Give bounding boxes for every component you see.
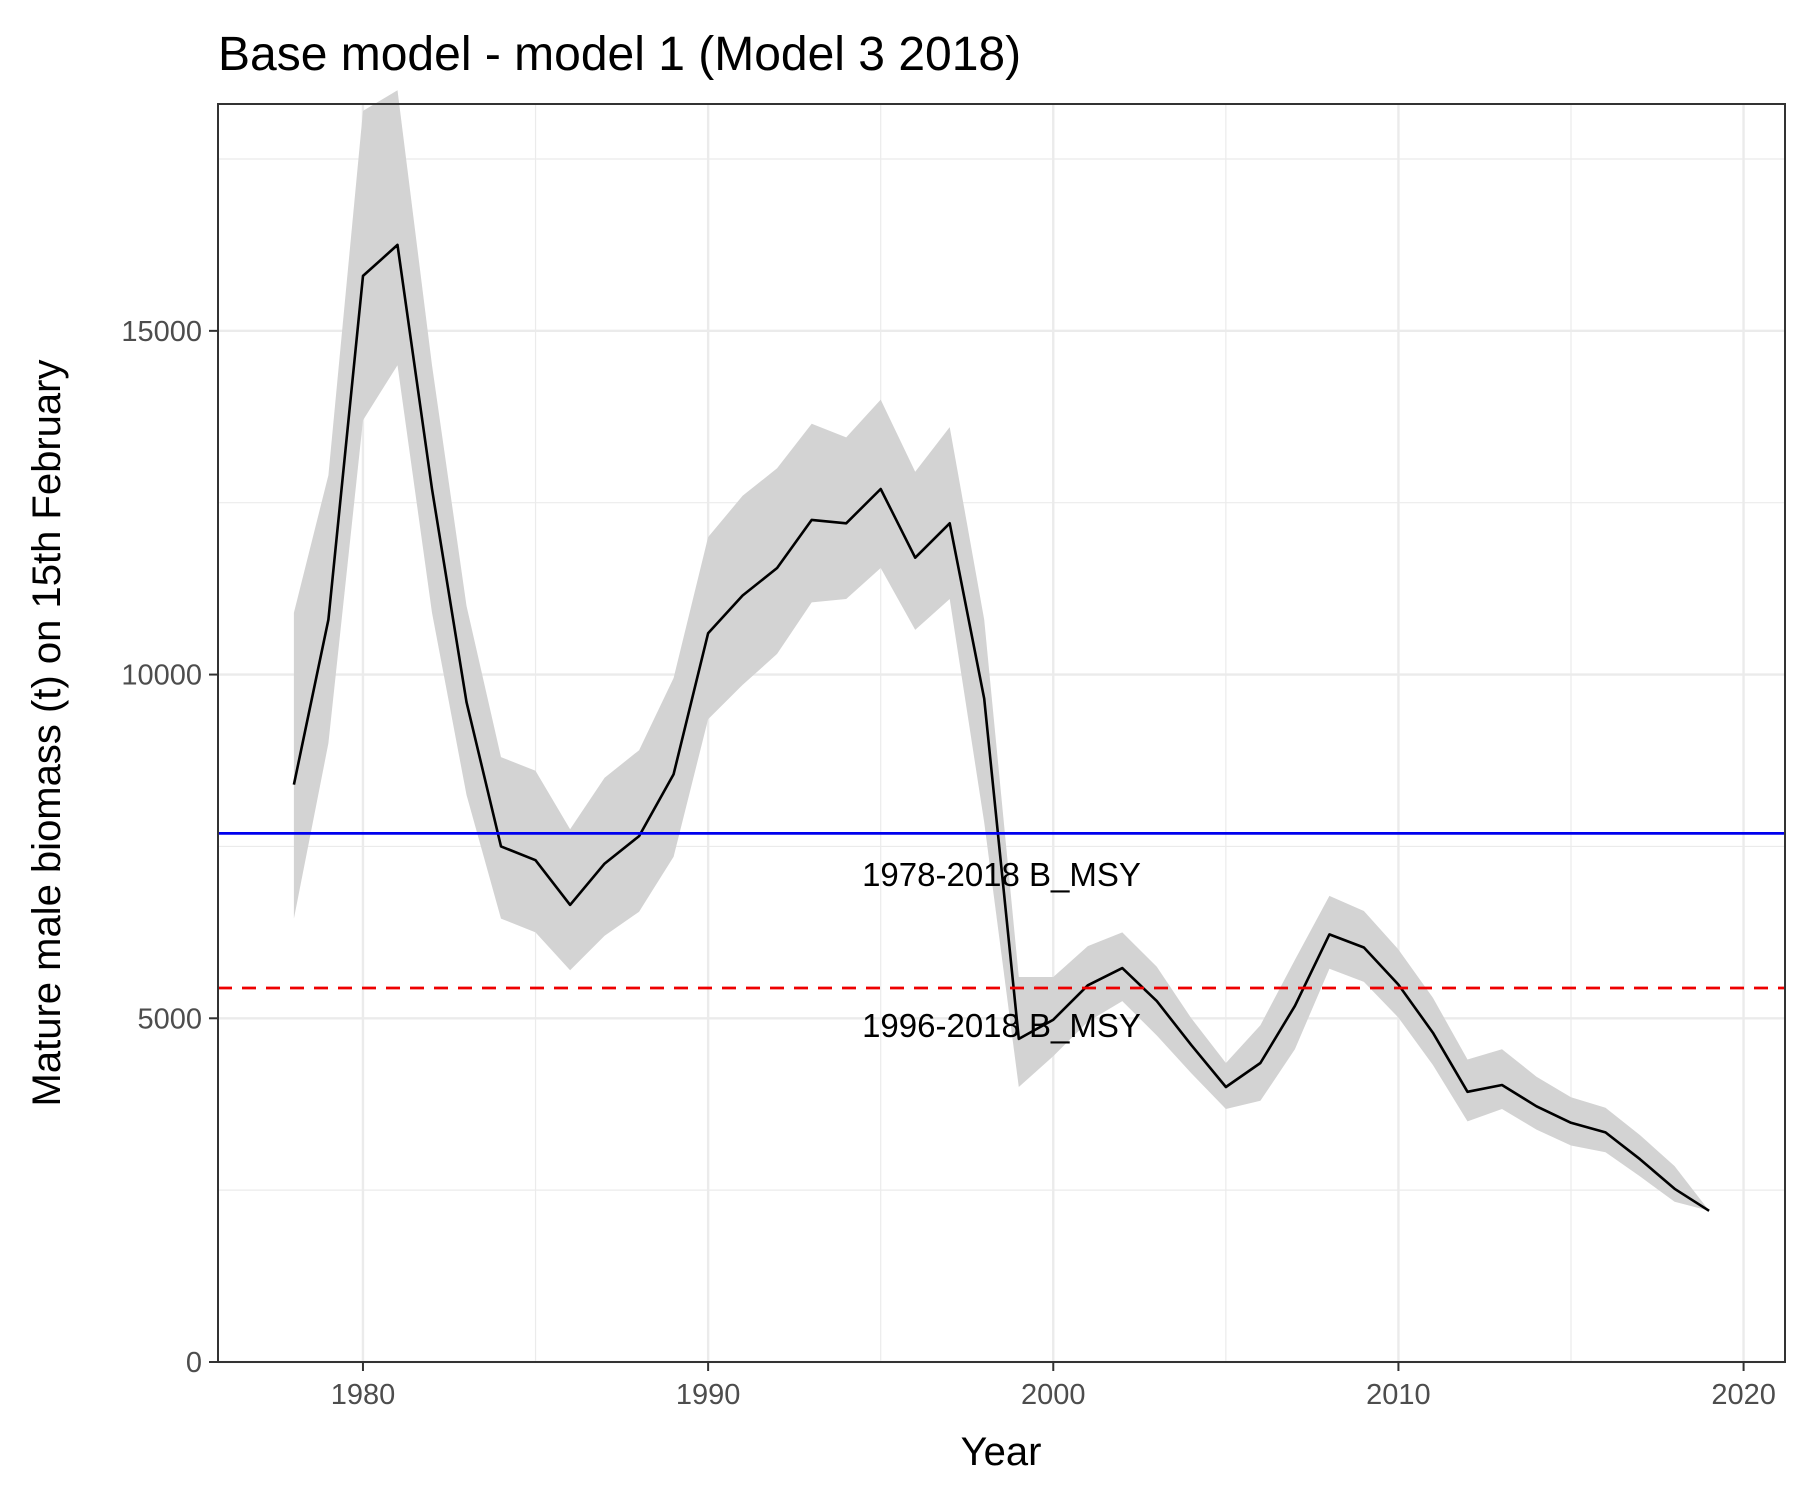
x-tick-label: 1980 xyxy=(331,1379,396,1411)
y-tick-label: 5000 xyxy=(137,1003,202,1035)
x-tick-label: 2010 xyxy=(1366,1379,1431,1411)
y-axis-title: Mature male biomass (t) on 15th February xyxy=(25,360,69,1107)
y-tick-label: 0 xyxy=(186,1347,202,1379)
reference-lines: 1978-2018 B_MSY 1996-2018 B_MSY xyxy=(218,831,1785,1044)
y-tick-label: 15000 xyxy=(121,316,202,348)
panel-border xyxy=(217,103,1786,1363)
x-axis-title: Year xyxy=(961,1430,1042,1474)
x-tick-label: 1990 xyxy=(676,1379,741,1411)
chart-title: Base model - model 1 (Model 3 2018) xyxy=(218,28,1021,81)
y-tick-label: 10000 xyxy=(121,660,202,692)
y-axis-ticks: 0 5000 10000 15000 xyxy=(121,316,218,1379)
biomass-series-line xyxy=(292,243,1710,1212)
reference-line-label: 1978-2018 B_MSY xyxy=(862,856,1141,893)
confidence-band-layer xyxy=(293,90,1710,1211)
confidence-band xyxy=(293,90,1710,1211)
x-axis-ticks: 1980 1990 2000 2010 2020 xyxy=(331,1362,1776,1411)
series-line-layer xyxy=(292,243,1710,1212)
x-tick-label: 2020 xyxy=(1711,1379,1776,1411)
x-tick-label: 2000 xyxy=(1021,1379,1086,1411)
reference-line-label: 1996-2018 B_MSY xyxy=(862,1007,1141,1044)
